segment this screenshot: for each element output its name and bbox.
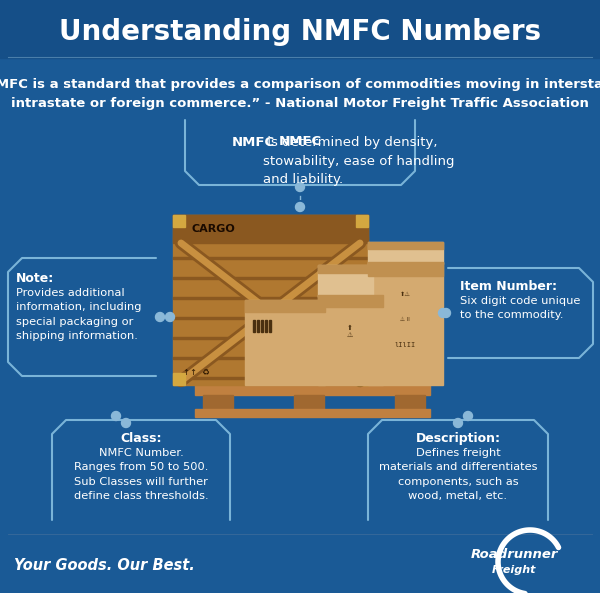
Bar <box>265 320 267 332</box>
Bar <box>368 242 443 264</box>
Bar <box>356 373 368 385</box>
Circle shape <box>296 183 305 192</box>
Bar <box>173 215 368 217</box>
Bar <box>173 237 368 239</box>
Bar <box>368 242 443 249</box>
Text: ↑↑  ♻: ↑↑ ♻ <box>183 368 210 377</box>
Text: ⬆
⚠: ⬆ ⚠ <box>347 325 353 338</box>
Text: Provides additional
information, including
special packaging or
shipping informa: Provides additional information, includi… <box>16 288 142 341</box>
Bar <box>318 265 373 297</box>
Text: Your Goods. Our Best.: Your Goods. Our Best. <box>14 557 195 572</box>
Text: “NMFC is a standard that provides a comparison of commodities moving in intersta: “NMFC is a standard that provides a comp… <box>0 78 600 110</box>
Bar <box>173 357 368 359</box>
Circle shape <box>454 419 463 428</box>
Bar <box>173 373 185 385</box>
Bar <box>269 320 271 332</box>
Bar <box>173 215 368 243</box>
Text: ⚠ II: ⚠ II <box>400 317 410 322</box>
Circle shape <box>112 412 121 420</box>
Circle shape <box>155 313 164 321</box>
Circle shape <box>464 412 473 420</box>
Bar <box>261 320 263 332</box>
Text: NMFC: NMFC <box>232 136 275 149</box>
Bar <box>173 337 368 339</box>
Bar <box>173 377 368 379</box>
Bar <box>0 0 600 58</box>
Circle shape <box>439 308 448 317</box>
Bar <box>173 257 368 259</box>
Text: Six digit code unique
to the commodity.: Six digit code unique to the commodity. <box>460 296 580 320</box>
Bar <box>195 409 430 417</box>
Text: lIlII: lIlII <box>394 342 416 348</box>
Bar <box>195 383 430 395</box>
Text: Understanding NMFC Numbers: Understanding NMFC Numbers <box>59 18 541 46</box>
Text: CARGO: CARGO <box>191 224 235 234</box>
Bar <box>368 262 443 276</box>
Text: Freight: Freight <box>492 565 536 575</box>
Bar <box>173 215 368 385</box>
Bar <box>356 215 368 227</box>
Text: Class:: Class: <box>120 432 162 445</box>
Bar <box>245 300 325 385</box>
Text: Defines freight
materials and differentiates
components, such as
wood, metal, et: Defines freight materials and differenti… <box>379 448 537 501</box>
Text: ⬆⚠: ⬆⚠ <box>400 292 410 297</box>
Text: NMFC Number.
Ranges from 50 to 500.
Sub Classes will further
define class thresh: NMFC Number. Ranges from 50 to 500. Sub … <box>74 448 208 501</box>
Circle shape <box>296 202 305 212</box>
Circle shape <box>442 308 451 317</box>
Bar <box>257 320 259 332</box>
Text: is determined by density,
stowability, ease of handling
and liability.: is determined by density, stowability, e… <box>263 136 455 186</box>
Text: Roadrunner: Roadrunner <box>470 547 557 560</box>
Bar <box>318 295 383 307</box>
Bar <box>318 265 373 273</box>
Bar <box>173 215 185 227</box>
Bar <box>368 262 443 385</box>
Text: NMFC: NMFC <box>278 135 322 148</box>
Bar <box>173 317 368 319</box>
Text: Description:: Description: <box>415 432 500 445</box>
Text: Note:: Note: <box>16 272 54 285</box>
Bar <box>395 395 425 409</box>
Bar <box>173 277 368 279</box>
Bar <box>294 395 324 409</box>
Bar <box>253 320 255 332</box>
Text: Item Number:: Item Number: <box>460 280 557 293</box>
Bar <box>173 297 368 299</box>
Circle shape <box>121 419 131 428</box>
Circle shape <box>166 313 175 321</box>
Bar <box>245 300 325 312</box>
Bar <box>203 395 233 409</box>
Bar <box>318 295 383 385</box>
